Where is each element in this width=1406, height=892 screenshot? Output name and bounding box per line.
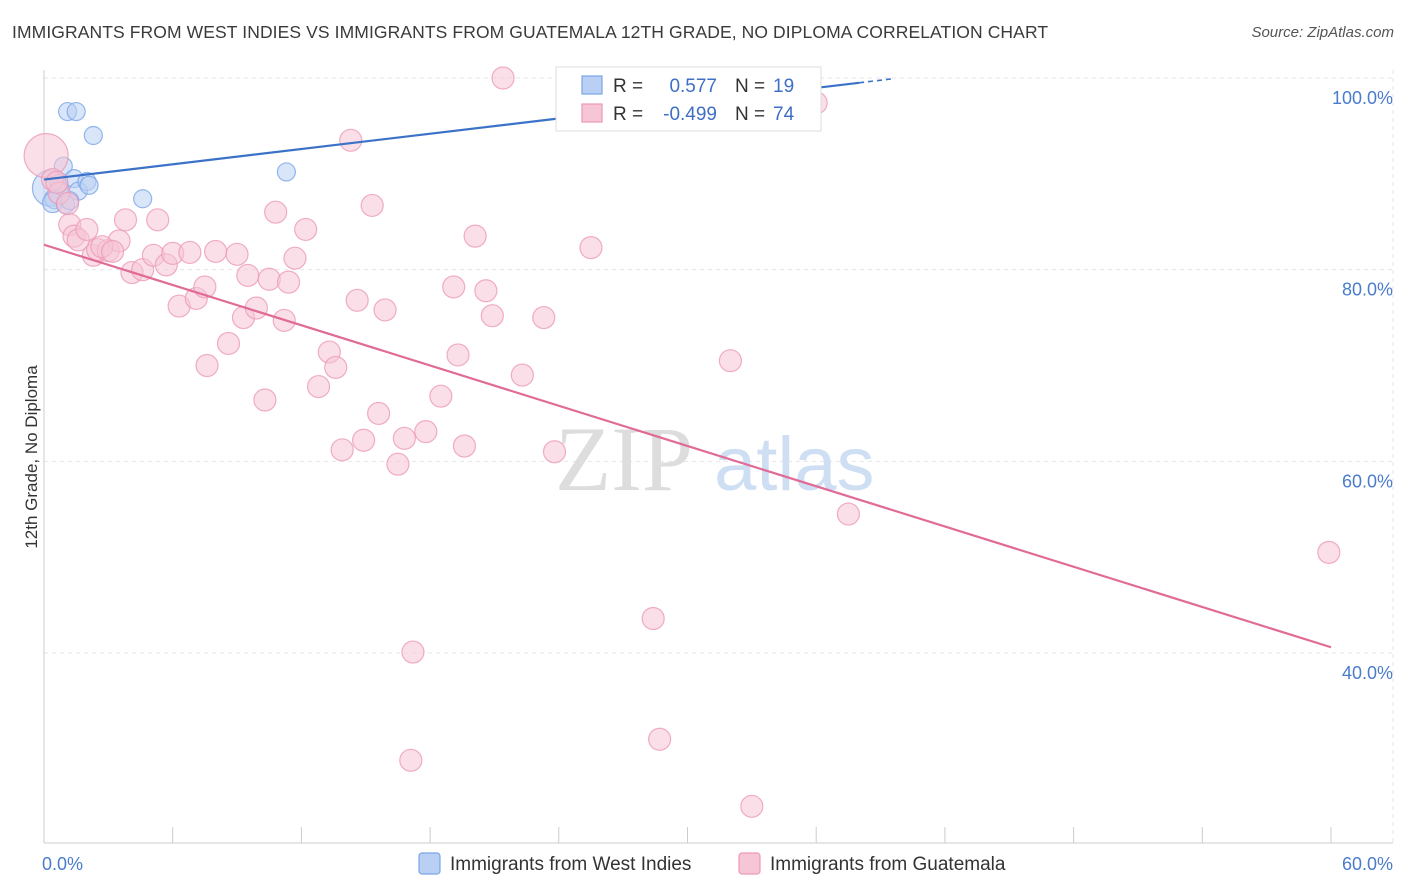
stats-swatch-guatemala [581, 103, 603, 123]
point-west-indies [79, 175, 99, 195]
trend-lines [43, 78, 1332, 649]
point-guatemala [45, 170, 69, 195]
y-tick-label: 40.0% [1342, 663, 1393, 683]
stats-n-value: 74 [773, 104, 795, 125]
source-credit: Source: ZipAtlas.com [1251, 24, 1394, 41]
point-west-indies [83, 125, 103, 146]
point-guatemala [257, 267, 281, 291]
point-guatemala [392, 426, 416, 450]
point-guatemala [253, 388, 277, 412]
point-guatemala [446, 343, 470, 367]
y-tick-label: 80.0% [1342, 280, 1393, 300]
point-guatemala [306, 374, 331, 399]
point-west-indies [276, 162, 296, 182]
chart-title: IMMIGRANTS FROM WEST INDIES VS IMMIGRANT… [12, 22, 1049, 42]
point-guatemala [178, 240, 202, 265]
point-guatemala [414, 420, 438, 444]
point-guatemala [401, 640, 425, 664]
point-guatemala [113, 208, 138, 232]
point-guatemala [429, 384, 453, 408]
point-guatemala [373, 298, 397, 322]
axes: 0.0% 60.0% 40.0% 60.0% 80.0% 100.0% [42, 70, 1393, 874]
point-guatemala [648, 727, 672, 751]
point-guatemala [283, 246, 307, 270]
point-guatemala [510, 363, 534, 387]
point-guatemala [294, 217, 318, 242]
stats-n-label: N = [735, 104, 765, 125]
point-west-indies [66, 101, 86, 122]
stats-box: R = 0.577 N = 19 R = -0.499 N = 74 [555, 66, 822, 132]
point-guatemala [225, 242, 249, 266]
legend-label-guatemala: Immigrants from Guatemala [770, 854, 1006, 875]
point-guatemala [195, 353, 219, 378]
point-guatemala [204, 239, 228, 264]
point-guatemala [236, 263, 260, 288]
point-guatemala [532, 305, 556, 330]
point-guatemala [352, 428, 376, 452]
x-tick-label: 0.0% [42, 854, 83, 874]
y-tick-label: 100.0% [1332, 88, 1393, 108]
point-guatemala [463, 224, 487, 248]
legend-swatch-guatemala [738, 852, 761, 875]
point-guatemala [1317, 540, 1341, 564]
trend-line-guatemala [43, 243, 1332, 649]
point-guatemala [216, 331, 241, 356]
point-guatemala [386, 452, 410, 476]
point-guatemala [641, 606, 665, 631]
legend: Immigrants from West Indies Immigrants fr… [418, 852, 1006, 875]
y-tick-label: 60.0% [1342, 471, 1393, 491]
point-guatemala [579, 236, 603, 260]
trend-line-west-indies-extension [859, 78, 892, 84]
point-guatemala [367, 401, 391, 426]
watermark: ZIP atlas [555, 408, 875, 510]
stats-r-label: R = [613, 76, 643, 97]
point-guatemala [55, 191, 80, 216]
point-guatemala [75, 217, 99, 242]
stats-r-value: -0.499 [663, 104, 717, 125]
point-guatemala [101, 239, 125, 264]
point-guatemala [360, 193, 384, 218]
point-guatemala [399, 748, 423, 772]
legend-label-west-indies: Immigrants from West Indies [450, 854, 691, 875]
point-guatemala [345, 288, 369, 312]
point-guatemala [836, 502, 860, 526]
stats-swatch-west-indies [581, 75, 603, 95]
stats-n-value: 19 [773, 76, 794, 97]
legend-swatch-west-indies [418, 852, 441, 875]
point-guatemala [542, 440, 567, 464]
point-guatemala [718, 349, 743, 373]
point-guatemala [474, 279, 498, 303]
watermark-atlas: atlas [714, 422, 875, 507]
point-guatemala [276, 270, 301, 294]
scatter-points [23, 66, 1341, 818]
stats-r-label: R = [613, 104, 643, 125]
watermark-zip: ZIP [555, 408, 693, 510]
point-guatemala [491, 66, 515, 90]
point-guatemala [480, 304, 504, 328]
point-guatemala [740, 794, 764, 818]
point-guatemala [452, 434, 477, 458]
point-guatemala [330, 438, 354, 462]
point-guatemala [339, 128, 363, 152]
stats-r-value: 0.577 [669, 76, 717, 97]
point-guatemala [264, 200, 288, 224]
x-tick-label: 60.0% [1342, 854, 1393, 874]
point-guatemala [146, 208, 170, 232]
point-guatemala [324, 355, 348, 380]
point-guatemala [442, 275, 466, 299]
point-west-indies [133, 189, 153, 209]
y-axis-label: 12th Grade, No Diploma [22, 365, 41, 549]
stats-n-label: N = [735, 76, 765, 97]
